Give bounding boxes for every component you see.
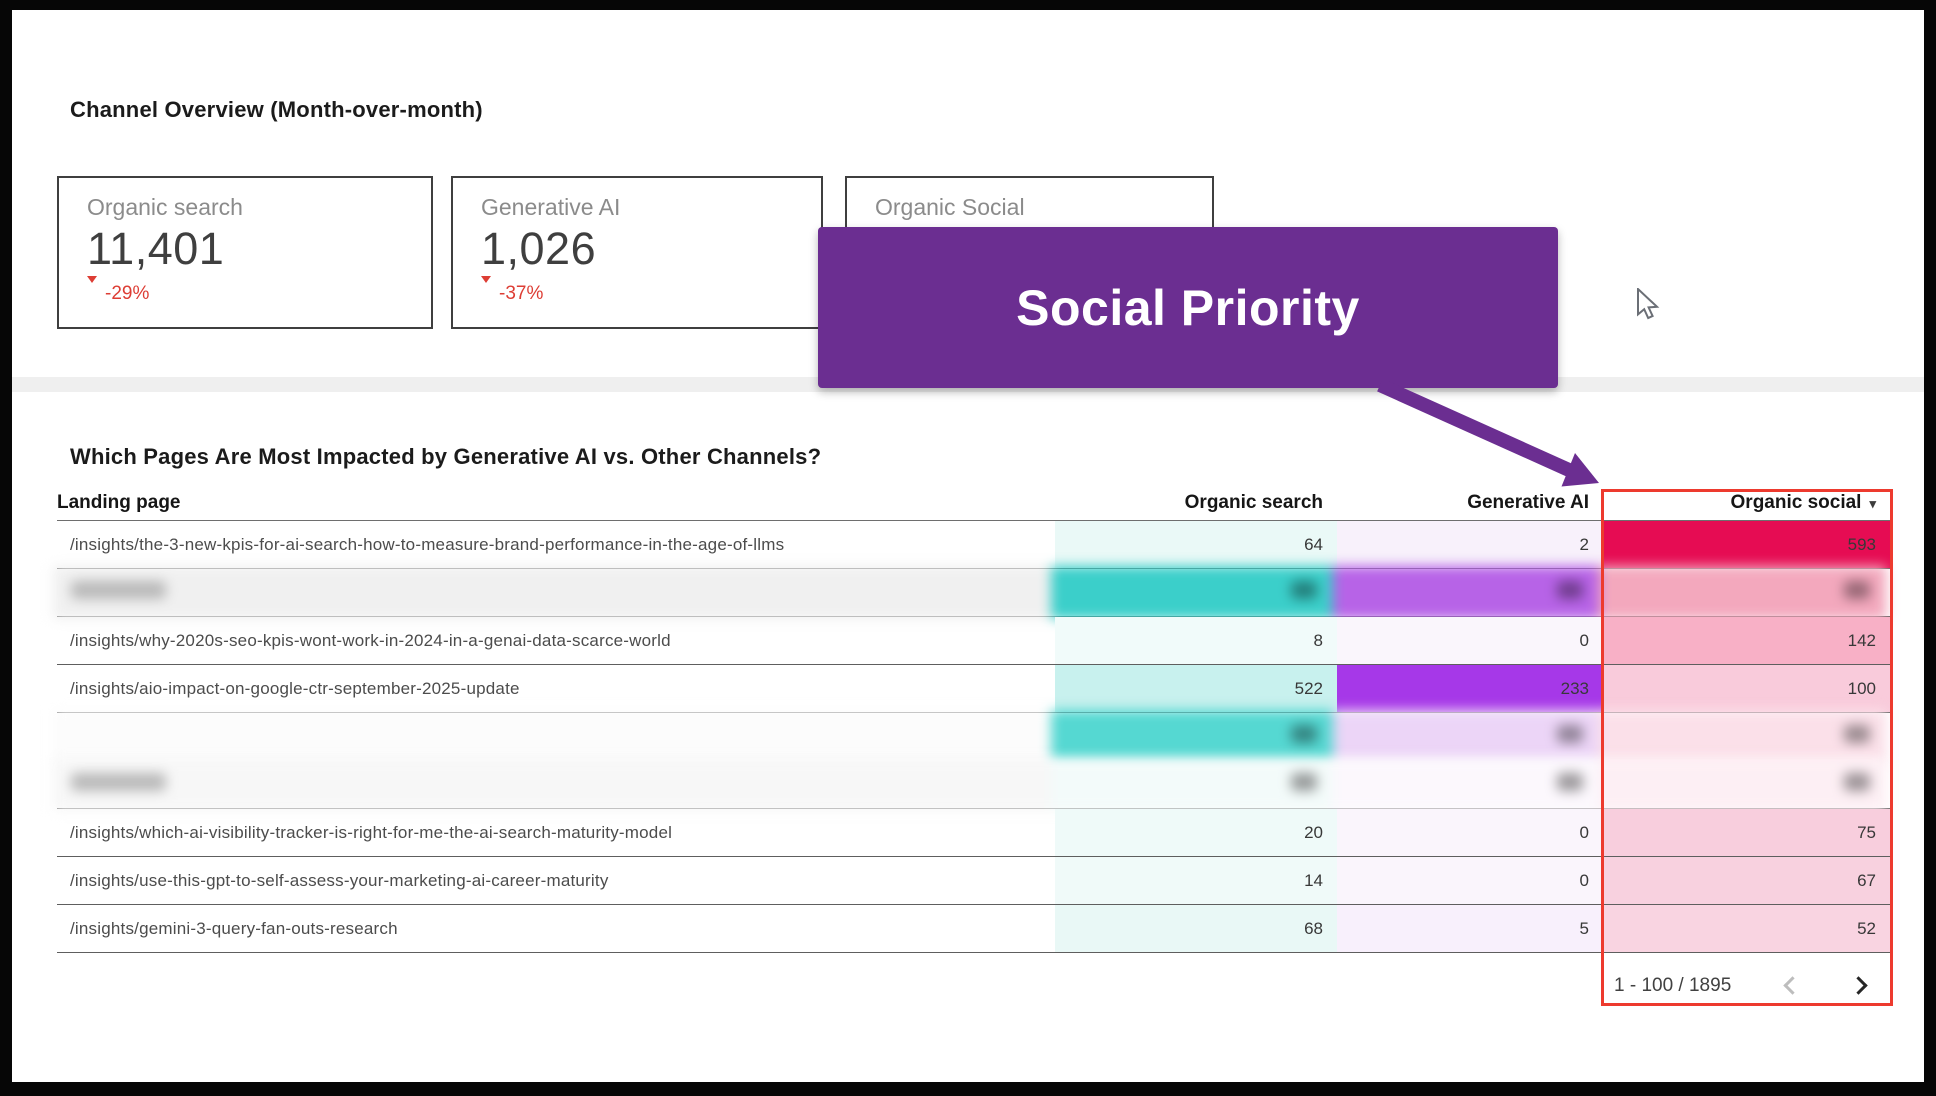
cell-organic-social: 142 (1603, 617, 1890, 664)
scorecard-delta-value: -29% (105, 283, 150, 304)
table-row (53, 710, 1890, 763)
column-header-landing-page[interactable]: Landing page (57, 492, 181, 513)
table-row: /insights/gemini-3-query-fan-outs-resear… (57, 905, 1890, 953)
scorecard-delta: -37% (481, 276, 821, 305)
chevron-left-icon[interactable] (1783, 976, 1802, 995)
scorecard-organic-search: Organic search 11,401 -29% (57, 176, 433, 329)
cell-generative-ai: 2 (1337, 521, 1603, 568)
pagination-range: 1 - 100 / 1895 (1614, 975, 1732, 996)
scorecard-value: 11,401 (87, 223, 225, 274)
cell-landing-page: /insights/the-3-new-kpis-for-ai-search-h… (70, 535, 785, 554)
redacted-row-content (53, 758, 1902, 811)
channel-overview-title: Channel Overview (Month-over-month) (70, 97, 483, 122)
pages-impact-table: Landing page Organic search Generative A… (53, 488, 1890, 953)
scorecard-generative-ai: Generative AI 1,026 -37% (451, 176, 823, 329)
mouse-pointer-icon (1637, 288, 1660, 320)
cell-organic-social: 67 (1603, 857, 1890, 904)
column-header-label: Organic social (1730, 492, 1862, 513)
column-header-generative-ai[interactable]: Generative AI (1467, 492, 1589, 513)
column-header-organic-social[interactable]: Organic social ▾ (1603, 488, 1890, 521)
scorecard-label: Generative AI (481, 194, 621, 220)
cell-generative-ai: 5 (1337, 905, 1603, 952)
callout-text: Social Priority (1016, 279, 1360, 336)
table-row: /insights/the-3-new-kpis-for-ai-search-h… (57, 521, 1890, 569)
redacted-row-content (53, 710, 1902, 763)
cell-organic-search: 14 (1055, 857, 1337, 904)
chevron-right-icon[interactable] (1849, 976, 1868, 995)
cell-organic-social: 75 (1603, 809, 1890, 856)
table-row: /insights/aio-impact-on-google-ctr-septe… (57, 665, 1890, 713)
cell-landing-page: /insights/gemini-3-query-fan-outs-resear… (70, 919, 398, 938)
cell-organic-social: 593 (1603, 521, 1890, 568)
caret-down-icon: ▾ (1869, 496, 1876, 511)
callout-arrow (1377, 381, 1599, 487)
cell-landing-page: /insights/which-ai-visibility-tracker-is… (70, 823, 673, 842)
table-pagination: 1 - 100 / 1895 (1610, 966, 1890, 1006)
scorecard-delta-value: -37% (499, 283, 544, 304)
cell-organic-search: 68 (1055, 905, 1337, 952)
cell-generative-ai: 0 (1337, 857, 1603, 904)
redacted-row-content (53, 566, 1902, 619)
cell-organic-search: 522 (1055, 665, 1337, 712)
cell-generative-ai: 233 (1337, 665, 1603, 712)
arrow-down-icon (481, 276, 492, 305)
cell-organic-social: 100 (1603, 665, 1890, 712)
table-row: /insights/use-this-gpt-to-self-assess-yo… (57, 857, 1890, 905)
cell-landing-page: /insights/aio-impact-on-google-ctr-septe… (70, 679, 520, 698)
table-row (53, 566, 1890, 619)
social-priority-callout: Social Priority (818, 227, 1558, 388)
scorecard-delta: -29% (87, 276, 431, 305)
table-row (53, 758, 1890, 811)
cell-landing-page: /insights/why-2020s-seo-kpis-wont-work-i… (70, 631, 671, 650)
scorecard-value: 1,026 (481, 223, 597, 274)
cell-organic-search: 64 (1055, 521, 1337, 568)
cell-generative-ai: 0 (1337, 617, 1603, 664)
cell-landing-page: /insights/use-this-gpt-to-self-assess-yo… (70, 871, 609, 890)
cell-organic-social: 52 (1603, 905, 1890, 952)
cell-organic-search: 8 (1055, 617, 1337, 664)
table-row: /insights/why-2020s-seo-kpis-wont-work-i… (57, 617, 1890, 665)
scorecard-label: Organic search (87, 194, 243, 220)
table-row: /insights/which-ai-visibility-tracker-is… (57, 809, 1890, 857)
table-header-row: Landing page Organic search Generative A… (57, 488, 1890, 521)
column-header-organic-search[interactable]: Organic search (1184, 492, 1323, 513)
scorecard-label: Organic Social (875, 194, 1025, 220)
arrow-down-icon (87, 276, 98, 305)
table-title: Which Pages Are Most Impacted by Generat… (70, 444, 822, 469)
cell-generative-ai: 0 (1337, 809, 1603, 856)
table-body: /insights/the-3-new-kpis-for-ai-search-h… (53, 521, 1890, 953)
cell-organic-search: 20 (1055, 809, 1337, 856)
